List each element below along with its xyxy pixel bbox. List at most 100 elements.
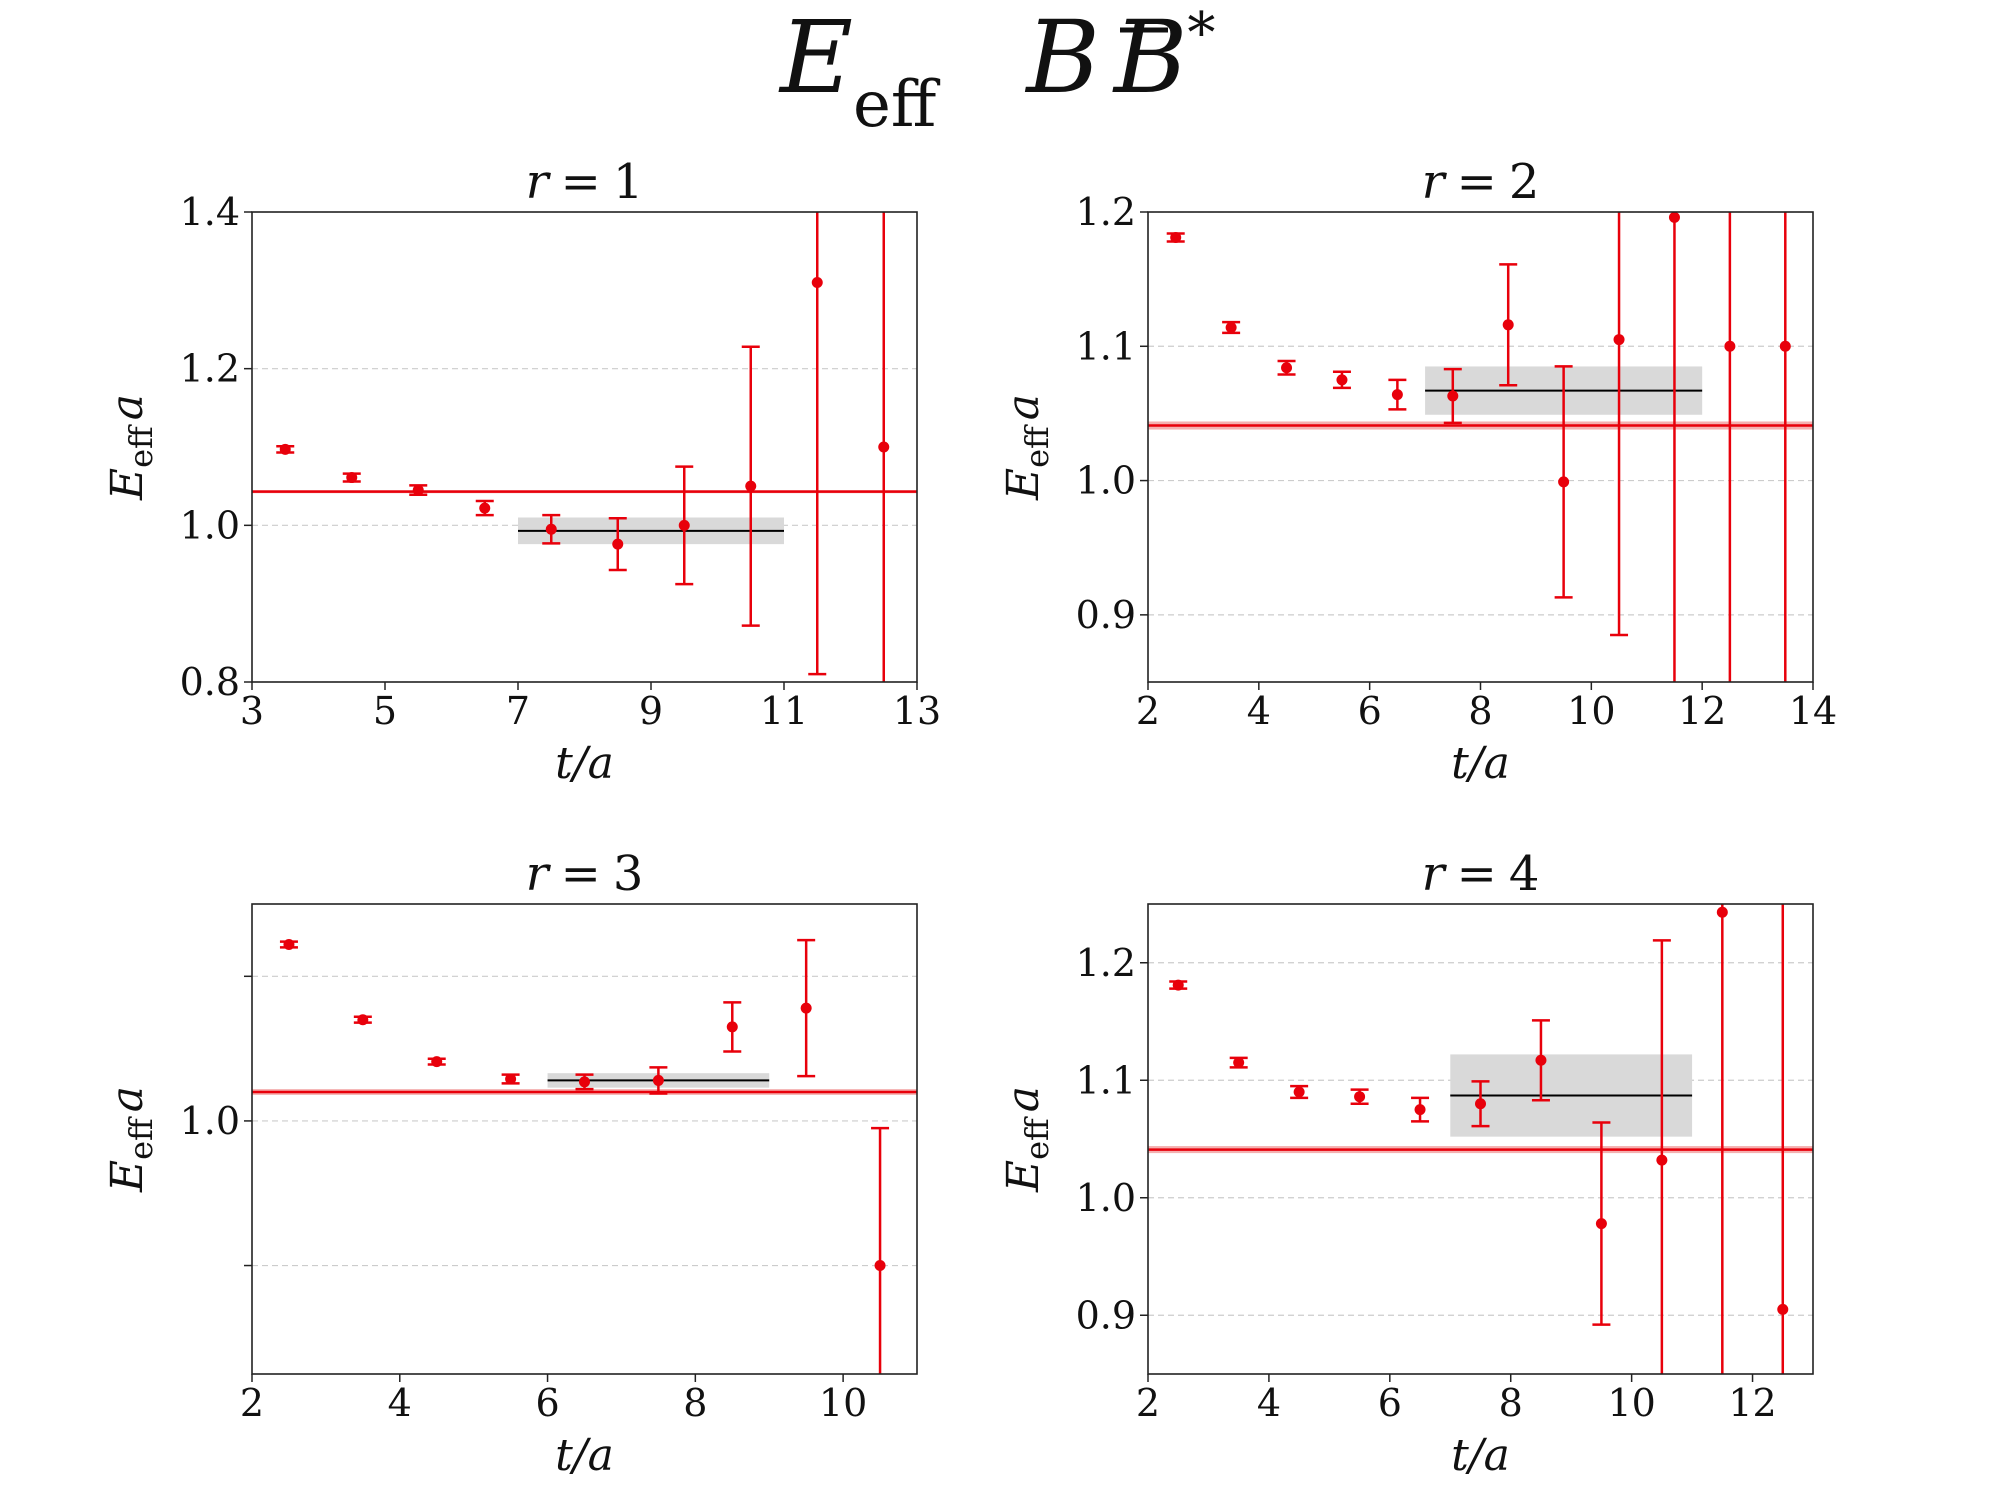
data-point: [649, 1066, 668, 1095]
data-marker: [1170, 232, 1182, 244]
x-tick-label: 4: [1247, 689, 1271, 733]
data-point: [1411, 1096, 1430, 1123]
data-point: [1290, 1084, 1309, 1100]
data-marker: [279, 443, 291, 455]
data-marker: [726, 1021, 738, 1033]
x-tick-label: 2: [1136, 689, 1160, 733]
y-tick-label: 0.9: [1076, 593, 1136, 637]
data-point: [501, 1073, 520, 1085]
data-marker: [612, 538, 624, 550]
axes-frame: [1147, 903, 1814, 1375]
data-marker: [800, 1002, 812, 1014]
axes-frame: [1147, 211, 1814, 683]
x-tick-label: 8: [683, 1381, 707, 1425]
data-marker: [283, 938, 295, 950]
x-tick-label: 6: [1378, 1381, 1402, 1425]
y-axis-label: Eeffa: [102, 394, 160, 501]
x-tick-label: 7: [506, 689, 530, 733]
data-marker: [1613, 334, 1625, 346]
data-marker: [431, 1056, 443, 1068]
data-marker: [1391, 389, 1403, 401]
panel-title-var: r: [526, 846, 552, 902]
panel-title-value: 3: [613, 846, 644, 902]
y-tick-label: 0.9: [1076, 1293, 1136, 1337]
data-point: [427, 1056, 446, 1068]
data-marker: [1293, 1086, 1305, 1098]
data-marker: [579, 1076, 590, 1088]
data-marker: [1336, 374, 1348, 386]
data-marker: [505, 1073, 517, 1085]
data-marker: [545, 523, 557, 535]
x-tick-label: 3: [240, 689, 264, 733]
data-marker: [1535, 1054, 1547, 1066]
plot-area: [1148, 904, 1813, 1374]
data-marker: [1414, 1104, 1426, 1116]
data-marker: [874, 1260, 886, 1272]
data-marker: [878, 441, 890, 453]
x-tick-label: 2: [1136, 1381, 1160, 1425]
panel-title: r = 4: [1422, 846, 1540, 902]
data-point: [1779, 212, 1791, 682]
data-marker: [1779, 340, 1791, 352]
data-point: [1169, 979, 1188, 991]
data-marker: [1656, 1154, 1668, 1166]
data-point: [1554, 365, 1573, 599]
y-axis-label: Eeffa: [102, 1086, 160, 1193]
data-point: [1592, 1121, 1611, 1326]
data-marker: [811, 277, 823, 288]
x-tick-label: 2: [240, 1381, 264, 1425]
data-point: [797, 938, 816, 1078]
data-point: [1499, 263, 1518, 387]
data-marker: [1595, 1218, 1607, 1230]
data-point: [1166, 232, 1185, 244]
data-marker: [652, 1074, 664, 1086]
y-tick-label: 1.1: [1076, 1058, 1136, 1102]
x-tick-label: 8: [1499, 1381, 1523, 1425]
x-tick-label: 6: [1358, 689, 1382, 733]
x-tick-label: 11: [760, 689, 808, 733]
figure-title-Bbar: B: [1112, 0, 1188, 116]
y-axis-label: Eeffa: [998, 394, 1056, 501]
y-tick-label: 1.2: [1076, 190, 1136, 234]
data-marker: [1281, 362, 1293, 374]
data-point: [1777, 904, 1789, 1374]
panel-title-value: 2: [1509, 154, 1540, 210]
y-tick-label: 1.0: [180, 1099, 240, 1143]
data-marker: [357, 1014, 369, 1026]
data-marker: [1447, 390, 1459, 402]
x-tick-label: 5: [373, 689, 397, 733]
data-point: [276, 443, 295, 455]
x-axis-label: t/a: [1451, 1430, 1510, 1481]
data-marker: [412, 484, 424, 496]
data-point: [1332, 370, 1351, 390]
data-marker: [1777, 1303, 1789, 1315]
data-marker: [479, 502, 491, 514]
y-tick-label: 1.0: [1076, 459, 1136, 503]
data-point: [575, 1073, 594, 1091]
data-point: [1668, 212, 1680, 682]
plot-area: [252, 938, 917, 1374]
figure-title: Eeff B B*: [778, 0, 1215, 142]
panel-r2: 2 4 6 8 10 12 14 0.9 1.0 1.1 1.2 r = 2 t/a Eeffa: [998, 154, 1837, 789]
y-tick-label: 1.0: [180, 503, 240, 547]
panel-title-var: r: [526, 154, 552, 210]
data-marker: [1724, 340, 1736, 352]
x-tick-label: 14: [1789, 689, 1837, 733]
plot-area: [252, 212, 917, 682]
panel-title-value: 1: [613, 154, 644, 210]
data-point: [1531, 1019, 1550, 1102]
data-point: [475, 499, 494, 517]
data-marker: [745, 480, 757, 492]
y-tick-label: 1.1: [1076, 324, 1136, 368]
data-point: [608, 517, 627, 572]
data-point: [808, 212, 827, 676]
panel-title: r = 1: [526, 154, 644, 210]
y-tick-label: 0.8: [180, 660, 240, 704]
panel-title: r = 2: [1422, 154, 1540, 210]
x-axis-label: t/a: [555, 1430, 614, 1481]
panel-title-value: 4: [1509, 846, 1540, 902]
data-marker: [1172, 979, 1184, 991]
data-point: [1716, 904, 1728, 1374]
data-marker: [1716, 906, 1728, 918]
axes-frame: [251, 211, 918, 683]
